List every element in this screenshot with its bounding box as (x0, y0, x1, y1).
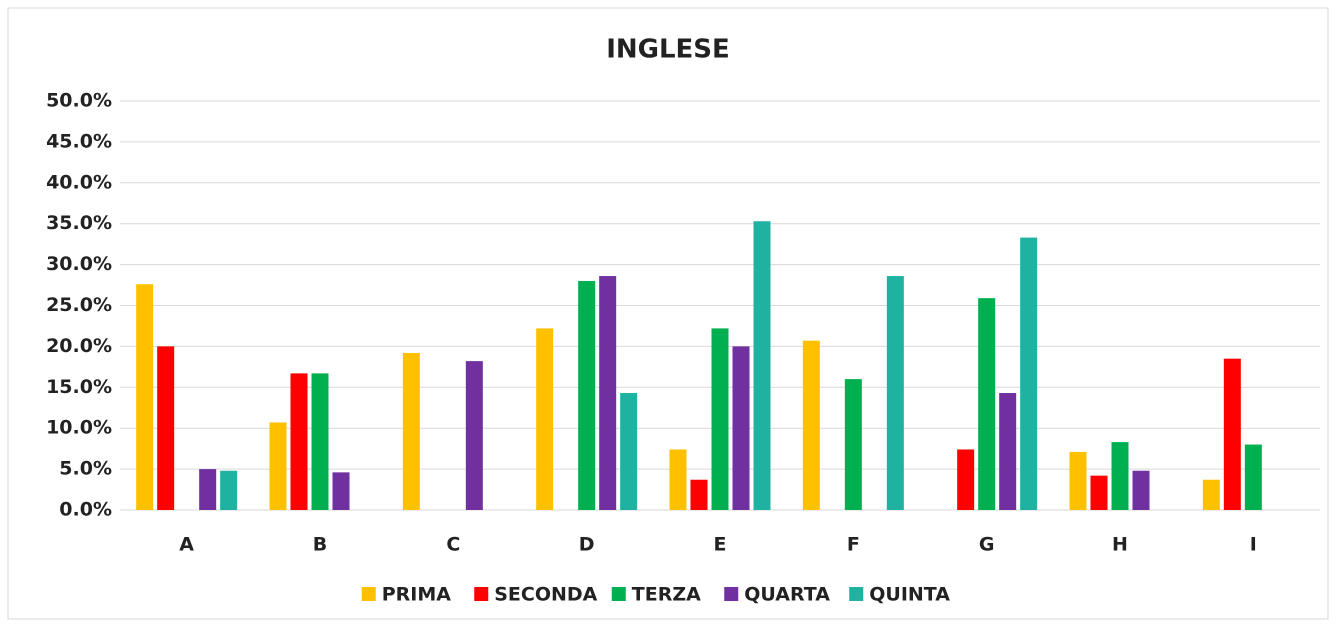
bar (669, 449, 687, 510)
bar (732, 346, 750, 510)
y-tick-label: 0.0% (59, 499, 112, 521)
bar (1244, 444, 1262, 510)
legend-swatch (724, 587, 739, 601)
bar (269, 422, 287, 510)
bar (536, 328, 554, 510)
x-tick-label: F (847, 534, 860, 556)
x-tick-label: H (1112, 534, 1128, 556)
bar (311, 373, 329, 510)
bar (802, 340, 820, 510)
x-tick-label: B (313, 534, 327, 556)
y-tick-label: 40.0% (46, 171, 112, 193)
y-tick-label: 15.0% (46, 376, 112, 398)
legend-swatch (474, 587, 489, 601)
bar (753, 221, 771, 510)
x-tick-label: I (1250, 534, 1257, 556)
x-tick-label: E (714, 534, 727, 556)
bar (136, 284, 154, 510)
chart-title: INGLESE (606, 35, 730, 65)
y-tick-label: 30.0% (46, 253, 112, 275)
bar (886, 276, 904, 510)
y-tick-label: 50.0% (46, 90, 112, 112)
bar (978, 298, 996, 510)
legend-label: PRIMA (382, 584, 452, 606)
y-tick-label: 5.0% (59, 458, 112, 480)
bar (1111, 442, 1129, 510)
x-tick-label: D (579, 534, 595, 556)
bar (844, 379, 862, 510)
y-tick-label: 45.0% (46, 130, 112, 152)
legend-label: SECONDA (494, 584, 597, 606)
bar (402, 352, 420, 510)
bar (1223, 358, 1241, 510)
legend-label: QUARTA (744, 584, 830, 606)
bar (1202, 479, 1220, 510)
bar (599, 276, 617, 510)
bar (1020, 237, 1038, 510)
bar (999, 393, 1017, 510)
bar (578, 280, 596, 510)
bar (199, 469, 217, 510)
bar (1132, 470, 1150, 510)
bar (690, 479, 708, 510)
x-tick-label: C (446, 534, 460, 556)
bar (711, 328, 729, 510)
bar (157, 346, 175, 510)
bar (220, 470, 238, 510)
legend-label: TERZA (632, 584, 701, 606)
bar (1069, 451, 1087, 510)
y-tick-label: 20.0% (46, 335, 112, 357)
bar (957, 449, 975, 510)
bar (332, 472, 350, 510)
x-tick-label: G (979, 534, 995, 556)
legend-swatch (611, 587, 626, 601)
bar (620, 393, 638, 510)
legend-label: QUINTA (869, 584, 950, 606)
legend-swatch (849, 587, 864, 601)
bar (290, 373, 308, 510)
chart-frame (7, 7, 1329, 620)
y-tick-label: 35.0% (46, 212, 112, 234)
y-tick-label: 10.0% (46, 417, 112, 439)
y-tick-label: 25.0% (46, 294, 112, 316)
x-tick-label: A (179, 534, 194, 556)
legend-swatch (361, 587, 376, 601)
bar (1090, 475, 1108, 510)
bar (465, 361, 483, 510)
